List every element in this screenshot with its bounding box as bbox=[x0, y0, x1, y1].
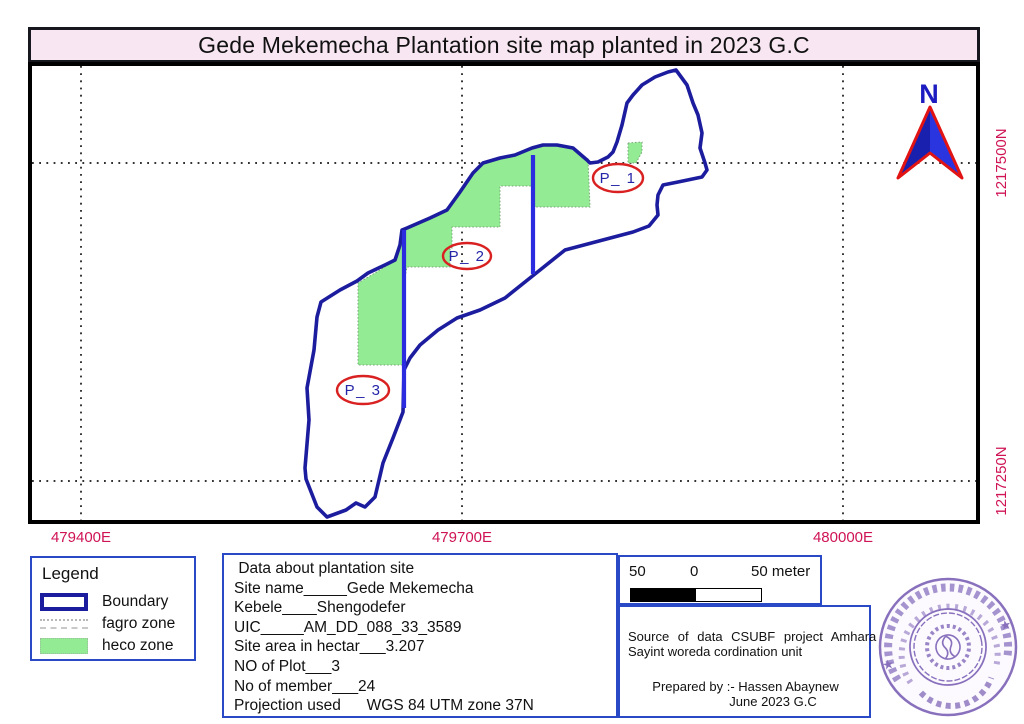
data-line-area: Site area in hectar___3.207 bbox=[234, 638, 425, 656]
x-coordinate-label: 479400E bbox=[50, 529, 112, 546]
scale-left-label: 50 bbox=[629, 563, 646, 580]
map-title: Gede Mekemecha Plantation site map plant… bbox=[198, 31, 810, 58]
stamp-bottom-text-arc bbox=[918, 676, 995, 709]
plot-ellipse bbox=[335, 374, 391, 406]
heco-zone-area bbox=[627, 141, 643, 164]
map-canvas: P_ 1 P_ 2 P_ 3 N bbox=[32, 66, 976, 520]
heco-zone-swatch bbox=[40, 638, 88, 654]
legend-item-fagro: fagro zone bbox=[40, 613, 186, 635]
plot-label: P_ 2 bbox=[449, 248, 486, 265]
legend-label: fagro zone bbox=[102, 615, 176, 632]
title-bar: Gede Mekemecha Plantation site map plant… bbox=[28, 27, 980, 63]
data-line-kebele: Kebele____Shengodefer bbox=[234, 599, 406, 617]
stamp-star-right: ★ bbox=[998, 617, 1013, 634]
data-line-projection: Projection used WGS 84 UTM zone 37N bbox=[234, 697, 534, 715]
scale-right-label: 50 meter bbox=[751, 563, 811, 580]
prepared-by-line: Prepared by :- Hassen Abaynew bbox=[652, 679, 839, 694]
stamp-star-left: ★ bbox=[881, 656, 896, 673]
boundary-swatch bbox=[40, 593, 88, 611]
scale-bar-white-segment bbox=[696, 589, 761, 601]
legend-title: Legend bbox=[42, 564, 99, 583]
stamp-text-arc-outer bbox=[884, 583, 1013, 683]
x-coordinate-label: 479700E bbox=[431, 529, 493, 546]
north-arrow-icon bbox=[896, 105, 964, 180]
scale-zero-label: 0 bbox=[690, 563, 699, 580]
source-line-2: Sayint woreda cordination unit bbox=[628, 644, 803, 659]
plot-ellipse bbox=[441, 241, 493, 271]
boundary-polygon bbox=[303, 68, 709, 519]
date-line: June 2023 G.C bbox=[729, 694, 817, 709]
legend-label: heco zone bbox=[102, 637, 174, 654]
data-line-members: No of member___24 bbox=[234, 677, 376, 695]
data-line-plots: NO of Plot___3 bbox=[234, 657, 340, 675]
stamp-inner-ring-2 bbox=[913, 612, 983, 682]
legend-label: Boundary bbox=[102, 593, 169, 610]
plot-label: P_ 1 bbox=[600, 170, 637, 187]
source-box: Source of data CSUBF project Amhara Sayi… bbox=[618, 605, 877, 718]
x-coordinate-label: 480000E bbox=[812, 529, 874, 546]
plantation-data-box: Data about plantation site Site name____… bbox=[222, 553, 618, 718]
stamp-outer-ring bbox=[878, 577, 1018, 717]
scale-bar: 50 0 50 meter bbox=[618, 555, 822, 605]
y-coordinate-label: 1217250N bbox=[993, 446, 1010, 516]
legend-item-heco: heco zone bbox=[40, 635, 186, 657]
data-box-title: Data about plantation site bbox=[234, 560, 415, 577]
data-line-uic: UIC_____AM_DD_088_33_3589 bbox=[234, 618, 462, 636]
stamp-text-arc-inner bbox=[898, 603, 1001, 685]
map-frame: P_ 1 P_ 2 P_ 3 N bbox=[28, 62, 980, 524]
north-label: N bbox=[919, 79, 939, 109]
source-line-1: Source of data CSUBF project Amhara bbox=[628, 629, 877, 644]
stamp-emblem-core bbox=[935, 634, 961, 660]
legend: Legend Boundary fagro zone heco zone bbox=[30, 556, 196, 661]
plot-ellipse bbox=[591, 162, 645, 194]
data-line-site-name: Site name_____Gede Mekemecha bbox=[234, 579, 474, 597]
scale-bar-graphic bbox=[630, 588, 762, 602]
fagro-zone-swatch bbox=[40, 617, 88, 632]
stamp-inner-ring-1 bbox=[909, 608, 987, 686]
stamp-emblem-figure bbox=[941, 635, 956, 660]
legend-item-boundary: Boundary bbox=[40, 591, 186, 613]
y-coordinate-label: 1217500N bbox=[993, 128, 1010, 198]
official-stamp: ★ ★ bbox=[878, 577, 1018, 717]
scale-bar-black-segment bbox=[631, 589, 696, 601]
plot-label: P_ 3 bbox=[345, 382, 382, 399]
